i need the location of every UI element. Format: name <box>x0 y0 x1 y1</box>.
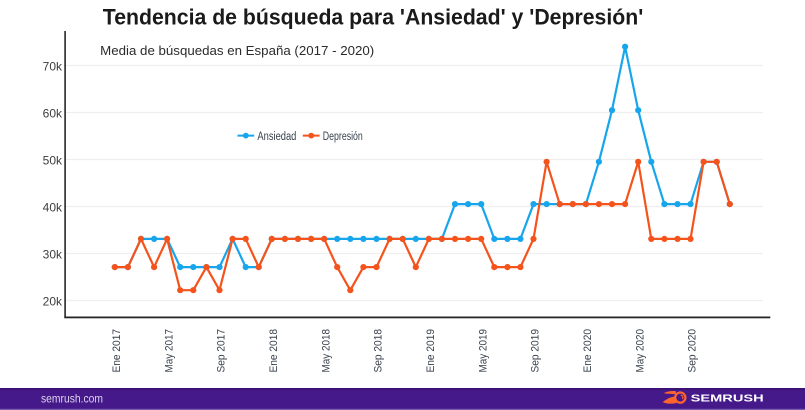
svg-text:May 2018: May 2018 <box>320 329 332 373</box>
svg-text:30k: 30k <box>43 248 63 262</box>
svg-text:50k: 50k <box>43 154 63 168</box>
svg-text:May 2019: May 2019 <box>477 329 489 373</box>
svg-text:Depresión: Depresión <box>323 131 363 143</box>
svg-text:40k: 40k <box>43 201 63 215</box>
svg-text:Ansiedad: Ansiedad <box>257 131 296 143</box>
svg-text:Ene 2017: Ene 2017 <box>111 329 123 373</box>
svg-text:60k: 60k <box>43 107 63 121</box>
svg-text:SEMRUSH: SEMRUSH <box>691 393 764 404</box>
svg-text:Ene 2019: Ene 2019 <box>425 329 437 373</box>
svg-text:May 2017: May 2017 <box>163 329 175 373</box>
svg-text:Media de búsquedas en España (: Media de búsquedas en España (2017 - 202… <box>100 43 374 58</box>
svg-text:Sep 2018: Sep 2018 <box>373 329 385 373</box>
svg-text:Sep 2019: Sep 2019 <box>530 329 542 373</box>
svg-text:Sep 2020: Sep 2020 <box>687 329 699 373</box>
svg-text:70k: 70k <box>43 60 63 74</box>
svg-text:May 2020: May 2020 <box>634 329 646 373</box>
svg-text:Ene 2020: Ene 2020 <box>582 329 594 373</box>
svg-text:Ene 2018: Ene 2018 <box>268 329 280 373</box>
svg-text:20k: 20k <box>43 295 63 309</box>
svg-text:semrush.com: semrush.com <box>41 392 103 406</box>
svg-text:Tendencia de búsqueda para 'An: Tendencia de búsqueda para 'Ansiedad' y … <box>103 5 644 30</box>
svg-text:Sep 2017: Sep 2017 <box>216 329 228 373</box>
